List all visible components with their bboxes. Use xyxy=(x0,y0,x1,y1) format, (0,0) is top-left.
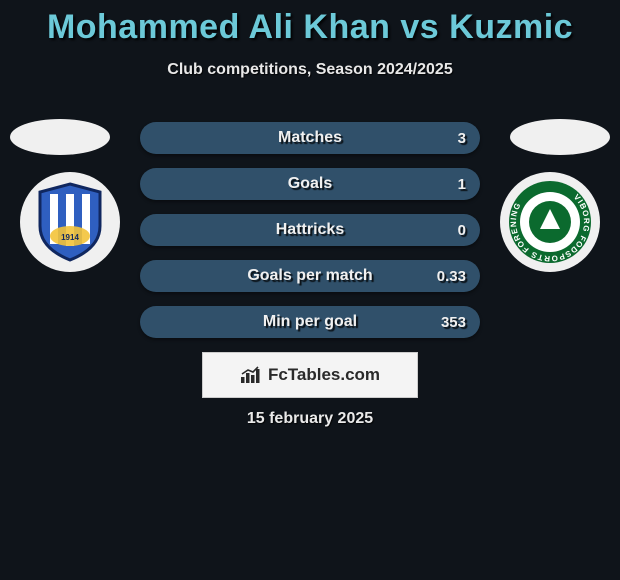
player-photo-right-placeholder xyxy=(510,119,610,155)
brand-text: FcTables.com xyxy=(268,365,380,385)
stat-label: Hattricks xyxy=(140,221,480,239)
stat-label: Goals per match xyxy=(140,267,480,285)
club-badge-left: 1914 xyxy=(20,172,120,272)
stat-right-value: 1 xyxy=(458,176,466,193)
page-subtitle: Club competitions, Season 2024/2025 xyxy=(0,61,620,79)
brand-attribution: FcTables.com xyxy=(202,352,418,398)
stat-right-value: 0.33 xyxy=(437,268,466,285)
svg-text:1914: 1914 xyxy=(61,233,79,242)
stat-right-value: 353 xyxy=(441,314,466,331)
bar-chart-icon xyxy=(240,366,262,384)
stat-row-goals-per-match: Goals per match 0.33 xyxy=(140,260,480,292)
player-photo-left-placeholder xyxy=(10,119,110,155)
stat-right-value: 3 xyxy=(458,130,466,147)
stat-row-hattricks: Hattricks 0 xyxy=(140,214,480,246)
stat-label: Goals xyxy=(140,175,480,193)
stat-right-value: 0 xyxy=(458,222,466,239)
page-title: Mohammed Ali Khan vs Kuzmic xyxy=(0,0,620,47)
viborg-badge-icon: VIBORG FODSPORTS FORENING xyxy=(507,179,593,265)
stat-label: Min per goal xyxy=(140,313,480,331)
stat-label: Matches xyxy=(140,129,480,147)
halmstad-badge-icon: 1914 xyxy=(34,182,106,262)
stat-row-min-per-goal: Min per goal 353 xyxy=(140,306,480,338)
club-badge-right: VIBORG FODSPORTS FORENING xyxy=(500,172,600,272)
stat-row-matches: Matches 3 xyxy=(140,122,480,154)
stats-table: Matches 3 Goals 1 Hattricks 0 Goals per … xyxy=(140,122,480,352)
snapshot-date: 15 february 2025 xyxy=(0,410,620,428)
stat-row-goals: Goals 1 xyxy=(140,168,480,200)
